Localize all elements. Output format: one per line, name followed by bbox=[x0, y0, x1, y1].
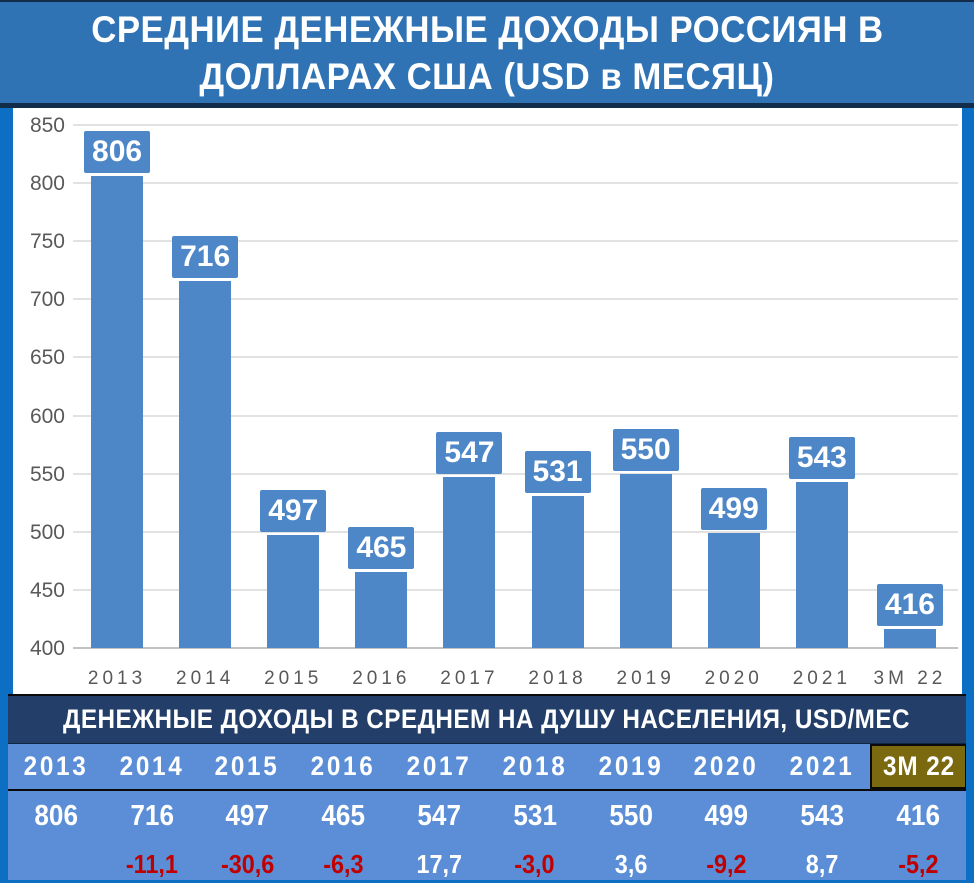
x-axis-category-label: 2018 bbox=[528, 668, 587, 689]
table-change-cell: 3,6 bbox=[614, 849, 647, 879]
bar bbox=[355, 572, 408, 648]
table-change-cell bbox=[8, 841, 104, 880]
table-change-cell: -9,2 bbox=[706, 849, 747, 879]
y-axis-tick-label: 550 bbox=[29, 462, 65, 486]
table-change-cell: -5,2 bbox=[897, 849, 939, 879]
table-change-cell: 8,7 bbox=[806, 849, 839, 879]
bar bbox=[619, 473, 672, 648]
y-axis-tick-label: 750 bbox=[29, 230, 65, 254]
x-axis-category-label: 2017 bbox=[440, 668, 499, 689]
x-axis-category-label: 3М 22 bbox=[873, 668, 947, 689]
table-year-cell: 2021 bbox=[789, 751, 855, 781]
bar-value-label: 543 bbox=[788, 436, 855, 479]
table-change-cell: -30,6 bbox=[220, 849, 275, 879]
data-table: ДЕНЕЖНЫЕ ДОХОДЫ В СРЕДНЕМ НА ДУШУ НАСЕЛЕ… bbox=[0, 694, 974, 883]
bar-value-label: 547 bbox=[436, 432, 503, 475]
table-value-cell: 806 bbox=[34, 799, 78, 832]
bar-chart: 850 800 750 700 650 600 550 500 450 400 806 2013 716… bbox=[13, 108, 962, 694]
table-year-cell: 2015 bbox=[215, 751, 280, 781]
y-axis-tick-label: 450 bbox=[29, 578, 65, 602]
table-value-cell: 543 bbox=[800, 799, 845, 832]
table-year-cell-highlighted: 3М 22 bbox=[870, 744, 966, 789]
table-change-cell: -3,0 bbox=[514, 849, 556, 879]
gridline bbox=[73, 240, 958, 243]
table-year-cell: 2017 bbox=[406, 751, 472, 781]
bar bbox=[531, 495, 584, 648]
table-year-cell: 2016 bbox=[310, 751, 376, 781]
bar-value-label: 497 bbox=[260, 490, 327, 533]
x-axis-category-label: 2015 bbox=[264, 668, 323, 689]
table-separator bbox=[8, 789, 966, 791]
y-axis-tick-label: 800 bbox=[29, 172, 65, 196]
bar bbox=[795, 481, 848, 648]
bar bbox=[883, 629, 936, 648]
bar-value-label: 499 bbox=[700, 487, 767, 530]
table-title-bar: ДЕНЕЖНЫЕ ДОХОДЫ В СРЕДНЕМ НА ДУШУ НАСЕЛЕ… bbox=[8, 694, 966, 744]
y-axis-tick-label: 850 bbox=[29, 114, 65, 137]
x-axis-category-label: 2019 bbox=[616, 668, 675, 689]
table-year-cell: 2018 bbox=[502, 751, 568, 781]
table-value-cell: 497 bbox=[225, 799, 270, 832]
table-year-cell: 2019 bbox=[598, 751, 664, 781]
gridline bbox=[73, 414, 958, 417]
y-axis-tick-label: 400 bbox=[29, 637, 65, 660]
table-value-cell: 550 bbox=[608, 799, 653, 832]
gridline bbox=[73, 124, 958, 126]
table-change-cell: -11,1 bbox=[125, 849, 178, 879]
x-axis-category-label: 2020 bbox=[704, 668, 763, 689]
x-axis-category-label: 2013 bbox=[87, 668, 147, 689]
table-year-cell: 2014 bbox=[119, 751, 185, 781]
table-year-cell: 2020 bbox=[694, 751, 759, 781]
gridline bbox=[73, 356, 958, 359]
bar-value-label: 550 bbox=[612, 428, 679, 471]
x-axis-category-label: 2014 bbox=[176, 668, 235, 689]
table-change-row: -11,1 -30,6 -6,3 17,7 -3,0 3,6 -9,2 8,7 -5,2 bbox=[8, 841, 966, 880]
gridline bbox=[73, 182, 958, 185]
gridline bbox=[73, 298, 958, 301]
bar-value-label: 465 bbox=[348, 527, 415, 570]
title-separator bbox=[0, 103, 974, 108]
table-value-cell: 499 bbox=[704, 799, 749, 832]
chart-title-line1: СРЕДНИЕ ДЕНЕЖНЫЕ ДОХОДЫ РОССИЯН В bbox=[90, 8, 884, 50]
chart-frame: 850 800 750 700 650 600 550 500 450 400 806 2013 716… bbox=[0, 108, 974, 694]
x-axis-category-label: 2016 bbox=[352, 668, 411, 689]
y-axis-tick-label: 500 bbox=[29, 520, 65, 544]
table-value-cell: 716 bbox=[129, 799, 174, 832]
gridline bbox=[73, 472, 958, 475]
table-change-cell: -6,3 bbox=[323, 849, 364, 879]
x-axis-line bbox=[73, 647, 958, 649]
table-value-cell: 531 bbox=[513, 799, 557, 832]
chart-title: СРЕДНИЕ ДЕНЕЖНЫЕ ДОХОДЫ РОССИЯН В ДОЛЛАР… bbox=[0, 2, 974, 103]
y-axis-tick-label: 600 bbox=[29, 404, 65, 428]
table-value-cell: 465 bbox=[321, 799, 366, 832]
bar-value-label: 806 bbox=[84, 131, 151, 174]
bar bbox=[179, 280, 232, 648]
bar bbox=[91, 176, 144, 648]
bar bbox=[267, 535, 320, 648]
table-value-cell: 547 bbox=[417, 799, 461, 832]
chart-title-line2: ДОЛЛАРАХ США (USD в МЕСЯЦ) bbox=[199, 55, 775, 97]
x-axis-category-label: 2021 bbox=[792, 668, 851, 689]
bar-value-label: 716 bbox=[172, 235, 239, 278]
table-value-cell: 416 bbox=[896, 799, 940, 832]
gridline bbox=[73, 530, 958, 533]
bar-value-label: 416 bbox=[876, 584, 943, 627]
bar bbox=[707, 532, 760, 648]
bar-value-label: 531 bbox=[524, 450, 591, 493]
gridline bbox=[73, 588, 958, 591]
table-change-cell: 17,7 bbox=[416, 849, 462, 879]
y-axis-tick-label: 650 bbox=[29, 346, 65, 370]
y-axis-tick-label: 700 bbox=[29, 288, 65, 312]
table-year-row: 2013 2014 2015 2016 2017 2018 2019 2020 2021 3М 2… bbox=[8, 744, 966, 789]
bar bbox=[443, 477, 496, 648]
table-year-cell: 2013 bbox=[23, 751, 89, 781]
table-value-row: 806 716 497 465 547 531 550 499 543 416 bbox=[8, 791, 966, 841]
table-title: ДЕНЕЖНЫЕ ДОХОДЫ В СРЕДНЕМ НА ДУШУ НАСЕЛЕ… bbox=[63, 704, 911, 734]
